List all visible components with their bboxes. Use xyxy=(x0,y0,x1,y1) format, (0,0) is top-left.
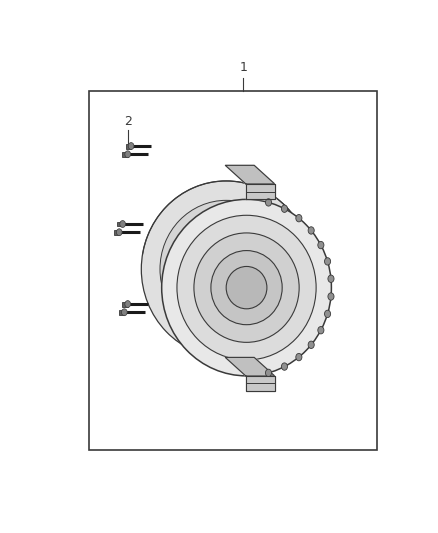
Polygon shape xyxy=(143,181,330,272)
Bar xyxy=(126,143,131,149)
Ellipse shape xyxy=(211,251,282,325)
Circle shape xyxy=(120,221,126,228)
Circle shape xyxy=(318,327,324,334)
Circle shape xyxy=(128,143,134,149)
Ellipse shape xyxy=(177,215,316,360)
Bar xyxy=(88,91,377,450)
Polygon shape xyxy=(246,376,275,391)
Polygon shape xyxy=(246,184,275,199)
Circle shape xyxy=(281,363,287,370)
Ellipse shape xyxy=(215,257,237,281)
Circle shape xyxy=(318,241,324,249)
Circle shape xyxy=(265,199,272,206)
Circle shape xyxy=(325,310,331,318)
Polygon shape xyxy=(143,285,330,376)
Circle shape xyxy=(121,309,127,316)
Ellipse shape xyxy=(162,199,332,376)
Circle shape xyxy=(308,227,314,234)
Bar xyxy=(122,302,128,306)
Bar xyxy=(231,276,243,285)
Circle shape xyxy=(125,151,131,158)
Bar xyxy=(231,253,243,263)
Circle shape xyxy=(308,341,314,349)
Circle shape xyxy=(328,293,334,300)
Text: 2: 2 xyxy=(124,115,132,127)
Ellipse shape xyxy=(226,266,267,309)
Circle shape xyxy=(265,369,272,376)
Ellipse shape xyxy=(160,200,292,338)
Text: 1: 1 xyxy=(239,61,247,74)
Circle shape xyxy=(117,229,122,236)
Bar xyxy=(117,222,123,227)
Circle shape xyxy=(125,301,131,308)
Ellipse shape xyxy=(194,233,299,342)
Circle shape xyxy=(296,353,302,361)
Circle shape xyxy=(296,214,302,222)
Ellipse shape xyxy=(141,181,311,358)
Ellipse shape xyxy=(177,218,276,320)
Polygon shape xyxy=(225,165,275,184)
Circle shape xyxy=(325,257,331,265)
Bar xyxy=(122,152,128,157)
Polygon shape xyxy=(225,358,275,376)
Bar xyxy=(209,276,222,285)
Bar xyxy=(119,310,124,314)
Bar xyxy=(209,253,222,263)
Circle shape xyxy=(281,205,287,212)
Bar xyxy=(114,230,119,235)
Circle shape xyxy=(328,275,334,282)
Ellipse shape xyxy=(199,241,253,297)
